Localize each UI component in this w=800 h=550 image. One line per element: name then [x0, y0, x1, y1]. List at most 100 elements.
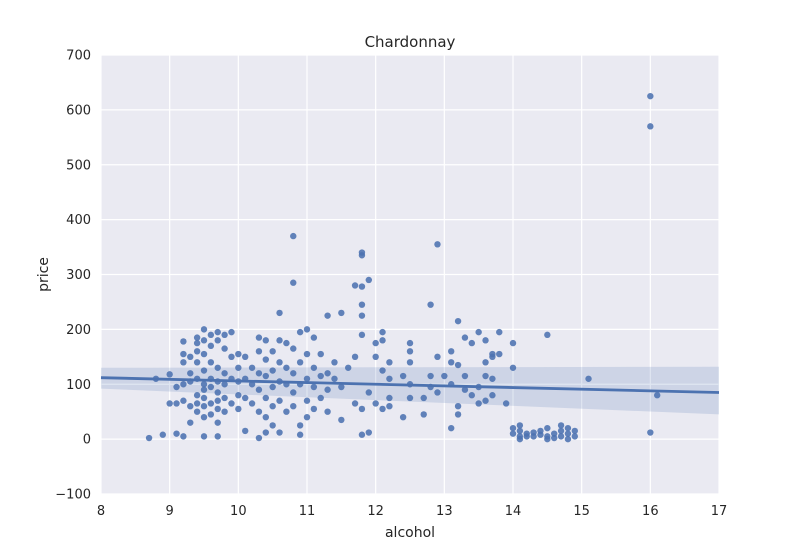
data-point: [200, 326, 208, 333]
data-point: [180, 338, 187, 345]
data-point: [324, 408, 331, 415]
data-point: [200, 337, 208, 344]
data-point: [200, 386, 208, 393]
data-point: [193, 334, 201, 341]
data-point: [193, 359, 201, 366]
data-point: [207, 400, 215, 407]
data-point: [386, 394, 393, 402]
data-point: [180, 381, 187, 388]
data-point: [290, 389, 297, 396]
x-tick-label: 12: [367, 504, 384, 519]
data-point: [448, 424, 455, 432]
data-point: [310, 334, 318, 341]
data-point: [454, 411, 462, 418]
data-point: [269, 422, 276, 429]
data-point: [509, 424, 517, 432]
data-point: [221, 331, 228, 339]
data-point: [475, 328, 482, 336]
data-point: [406, 394, 414, 402]
data-point: [482, 397, 489, 404]
data-point: [214, 364, 221, 371]
data-point: [262, 429, 269, 436]
data-point: [235, 392, 242, 399]
data-point: [502, 400, 510, 407]
data-point: [145, 434, 153, 442]
data-point: [214, 328, 221, 336]
data-point: [296, 431, 304, 438]
data-point: [585, 375, 592, 382]
x-tick-label: 17: [711, 504, 728, 519]
x-tick-label: 10: [230, 504, 247, 519]
data-point: [434, 389, 441, 396]
data-point: [358, 252, 366, 259]
data-point: [221, 408, 228, 415]
data-point: [187, 370, 194, 377]
data-point: [317, 394, 324, 402]
data-point: [351, 353, 359, 361]
data-point: [214, 337, 221, 344]
data-point: [454, 361, 462, 369]
data-point: [180, 359, 187, 366]
data-point: [461, 372, 469, 380]
data-point: [338, 416, 345, 424]
data-point: [489, 392, 496, 399]
data-point: [235, 405, 242, 413]
x-axis-title: alcohol: [385, 525, 435, 541]
data-point: [489, 375, 496, 382]
data-point: [235, 364, 242, 371]
data-point: [262, 394, 269, 402]
data-point: [200, 394, 208, 402]
data-point: [571, 433, 578, 440]
y-tick-label: 600: [66, 103, 91, 118]
data-point: [200, 381, 208, 388]
data-point: [420, 411, 427, 418]
data-point: [276, 429, 283, 436]
data-point: [482, 337, 489, 344]
data-point: [180, 433, 187, 440]
data-point: [564, 430, 572, 437]
data-point: [647, 92, 654, 100]
data-point: [255, 386, 263, 393]
data-point: [551, 430, 558, 437]
data-point: [379, 367, 386, 374]
data-point: [193, 339, 201, 347]
data-point: [365, 276, 372, 284]
data-point: [159, 431, 166, 438]
data-point: [200, 403, 208, 410]
data-point: [406, 348, 414, 355]
data-point: [406, 339, 414, 347]
x-tick-label: 14: [505, 504, 522, 519]
data-point: [276, 359, 283, 366]
data-point: [207, 359, 215, 366]
y-tick-labels: −100 0 100 200 300 400 500 600 700: [55, 49, 91, 503]
y-tick-label: 300: [66, 268, 91, 283]
data-point: [193, 408, 201, 415]
data-point: [296, 359, 304, 366]
data-point: [454, 403, 462, 410]
data-point: [221, 394, 228, 402]
data-point: [276, 309, 283, 317]
data-point: [303, 413, 311, 421]
data-point: [214, 389, 221, 396]
data-point: [468, 392, 475, 399]
data-point: [557, 427, 565, 435]
y-tick-label: 500: [66, 158, 91, 173]
data-point: [290, 232, 297, 240]
data-point: [187, 403, 194, 410]
y-tick-label: 400: [66, 213, 91, 228]
data-point: [324, 370, 331, 377]
data-point: [448, 359, 455, 366]
data-point: [310, 364, 318, 371]
data-point: [180, 350, 187, 358]
data-point: [290, 345, 297, 352]
data-point: [399, 372, 407, 380]
data-point: [564, 424, 572, 432]
data-point: [331, 359, 338, 366]
data-point: [406, 359, 414, 366]
data-point: [269, 348, 276, 355]
data-point: [310, 405, 318, 413]
data-point: [544, 435, 551, 443]
data-point: [557, 433, 565, 440]
data-point: [255, 408, 263, 415]
